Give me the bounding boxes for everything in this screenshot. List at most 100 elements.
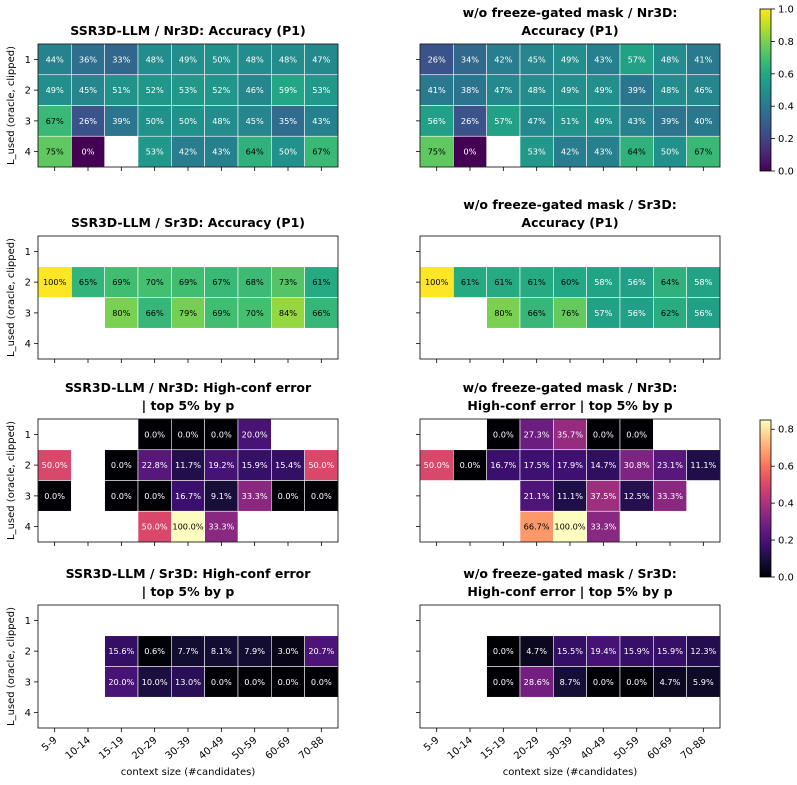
cell-label: 0.0%: [311, 677, 332, 687]
heatmap-cell: [204, 266, 239, 298]
heatmap-cell: [519, 666, 554, 698]
heatmap-cell: [519, 266, 554, 298]
x-axis-label: context size (#candidates): [121, 767, 256, 778]
cell-label: 21.1%: [524, 491, 550, 501]
cell-label: 0.0%: [244, 677, 265, 687]
cell-label: 15.9%: [624, 646, 650, 656]
cell-label: 39%: [661, 116, 679, 126]
heatmap-cell: [71, 43, 105, 76]
heatmap-cell: [686, 266, 721, 298]
cell-label: 50.0%: [142, 522, 168, 532]
heatmap-cell: [586, 510, 621, 543]
heatmap-cell: [686, 449, 721, 481]
cell-label: 56%: [628, 308, 646, 318]
cell-label: 50%: [146, 116, 164, 126]
heatmap-cell: [271, 635, 305, 667]
y-tick-label: 4: [25, 147, 31, 158]
heatmap-cell: [586, 480, 621, 512]
cell-label: 11.1%: [557, 491, 583, 501]
panel-title: w/o freeze-gated mask / Sr3D:: [463, 197, 676, 212]
heatmap-cell: [619, 635, 654, 667]
panel-title: SSR3D-LLM / Sr3D: Accuracy (P1): [71, 215, 305, 230]
heatmap-cell: [171, 666, 205, 698]
cell-label: 43%: [594, 147, 612, 157]
cell-label: 53%: [146, 147, 164, 157]
cell-label: 49%: [179, 54, 197, 64]
cell-label: 60%: [561, 277, 579, 287]
cell-label: 0.0%: [593, 429, 614, 439]
panel-title: SSR3D-LLM / Nr3D: Accuracy (P1): [70, 23, 305, 38]
heatmap-cell: [204, 43, 239, 76]
heatmap-cell: [686, 74, 721, 106]
heatmap-cell: [519, 105, 554, 137]
cell-label: 15.9%: [242, 460, 268, 470]
heatmap-cell: [586, 297, 621, 329]
heatmap-cell: [71, 135, 105, 168]
heatmap-cell: [419, 135, 454, 168]
cell-label: 3.0%: [278, 646, 299, 656]
colorbar: [759, 419, 772, 578]
cell-label: 45%: [528, 54, 546, 64]
cell-label: 70%: [146, 277, 164, 287]
heatmap-cell: [271, 43, 305, 76]
cell-label: 0.0%: [278, 491, 299, 501]
cell-label: 100.0%: [554, 522, 585, 532]
heatmap-cell: [204, 510, 239, 543]
heatmap-cell: [586, 266, 621, 298]
cell-label: 48%: [528, 85, 546, 95]
cell-label: 33.3%: [208, 522, 234, 532]
heatmap-cell: [171, 105, 205, 137]
cell-label: 23.1%: [657, 460, 683, 470]
heatmap-cell: [137, 666, 172, 698]
cell-label: 33.3%: [590, 522, 616, 532]
cell-label: 69%: [112, 277, 130, 287]
heatmap-cell: [237, 266, 272, 298]
cell-label: 69%: [179, 277, 197, 287]
cell-label: 27.3%: [524, 429, 550, 439]
heatmap-cell: [171, 297, 205, 329]
cell-label: 0.0%: [311, 491, 332, 501]
heatmap-cell: [686, 297, 721, 329]
heatmap-cell: [71, 105, 105, 137]
x-tick-label: 30-39: [164, 735, 193, 762]
y-tick-label: 2: [25, 278, 31, 289]
heatmap-cell: [553, 105, 587, 137]
cell-label: 4.7%: [526, 646, 547, 656]
cell-label: 12.5%: [624, 491, 650, 501]
cell-label: 43%: [312, 116, 330, 126]
heatmap-cell: [137, 418, 172, 451]
heatmap-cell: [237, 74, 272, 106]
heatmap-cell: [619, 266, 654, 298]
heatmap-cell: [304, 297, 339, 329]
cell-label: 67%: [694, 147, 712, 157]
cell-label: 8.1%: [211, 646, 232, 656]
cell-label: 43%: [594, 54, 612, 64]
heatmap-cell: [619, 449, 654, 481]
cell-label: 22.8%: [142, 460, 168, 470]
cell-label: 43%: [212, 147, 230, 157]
cell-label: 50%: [179, 116, 197, 126]
cell-label: 0.0%: [44, 491, 65, 501]
x-tick-label: 20-29: [130, 735, 159, 762]
y-tick-label: 2: [25, 86, 31, 97]
cell-label: 56%: [628, 277, 646, 287]
cell-label: 0.0%: [593, 677, 614, 687]
cell-label: 20.0%: [108, 677, 134, 687]
heatmap-cell: [553, 297, 587, 329]
cell-label: 67%: [212, 277, 230, 287]
cell-label: 47%: [528, 116, 546, 126]
cell-label: 50%: [212, 54, 230, 64]
cell-label: 75%: [428, 147, 446, 157]
cell-label: 48%: [279, 54, 297, 64]
heatmap-cell: [486, 266, 521, 298]
cell-label: 67%: [312, 147, 330, 157]
cell-label: 17.9%: [557, 460, 583, 470]
x-tick-label: 15-19: [97, 735, 126, 762]
cell-label: 45%: [246, 116, 264, 126]
heatmap-cell: [519, 480, 554, 512]
heatmap-cell: [686, 105, 721, 137]
cell-label: 15.4%: [275, 460, 301, 470]
cell-label: 57%: [628, 54, 646, 64]
cell-label: 0.6%: [144, 646, 165, 656]
cell-label: 48%: [246, 54, 264, 64]
